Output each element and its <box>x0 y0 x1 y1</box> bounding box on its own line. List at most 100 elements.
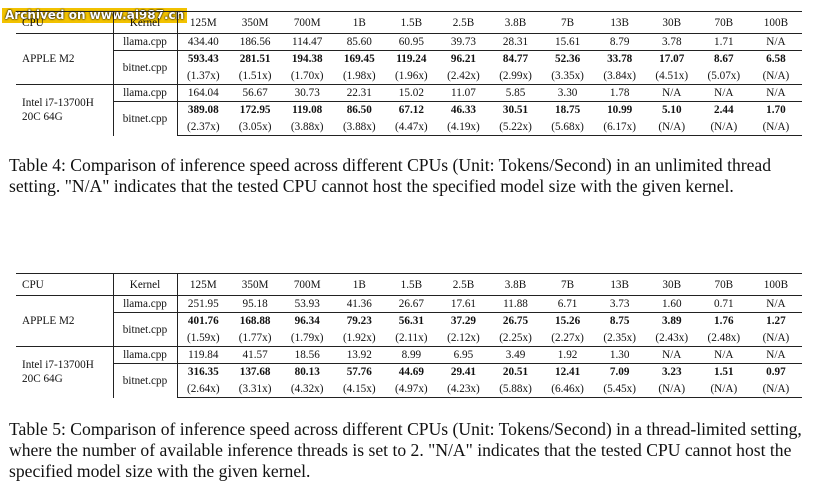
value-cell: (1.59x) <box>176 329 230 347</box>
table-row: (1.59x) (1.77x) (1.79x) (1.92x) (2.11x) (2.12… <box>16 329 802 347</box>
value-cell: N/A <box>749 346 802 364</box>
value-cell: (2.42x) <box>447 69 480 82</box>
col-header: 1B <box>333 11 386 34</box>
value-cell: (2.12x) <box>447 331 480 344</box>
table-row: bitnet.cpp 316.35 137.68 80.13 57.76 44.69 29… <box>16 363 802 398</box>
kernel-label: llama.cpp <box>112 84 177 102</box>
table-4-header-row: CPU Kernel 125M 350M 700M 1B 1.5B 2.5B 3… <box>16 11 802 34</box>
value-cell: (1.70x) <box>290 69 324 82</box>
value-cell: 6.95 <box>437 346 490 364</box>
value-cell: 194.38 <box>281 50 334 68</box>
value-cell: (5.45x) <box>593 380 646 398</box>
kernel-label: llama.cpp <box>112 33 177 51</box>
value-cell: 20.51 <box>489 363 542 381</box>
value-cell: (1.96x) <box>395 69 428 82</box>
value-cell: 0.97 <box>749 363 802 381</box>
value-cell: 1.78 <box>593 84 646 102</box>
col-header: 100B <box>749 273 802 296</box>
value-cell: 434.40 <box>176 33 230 51</box>
value-cell: (3.31x) <box>229 380 282 398</box>
value-cell: 8.79 <box>609 36 630 48</box>
value-cell: (2.64x) <box>176 380 230 398</box>
value-cell: 164.04 <box>176 84 230 102</box>
value-cell: (5.07x) <box>707 69 741 82</box>
kernel-label: llama.cpp <box>112 295 177 313</box>
value-cell: (N/A) <box>697 118 750 136</box>
value-cell: 53.93 <box>294 298 320 310</box>
col-header: 700M <box>281 273 334 296</box>
value-cell: (N/A) <box>645 118 698 136</box>
col-header: 13B <box>593 273 646 296</box>
value-cell: 39.73 <box>450 36 477 48</box>
col-header: 1.5B <box>385 273 438 296</box>
table-row: bitnet.cpp 389.08 172.95 119.08 86.50 67.12 4… <box>16 101 802 136</box>
value-cell: 57.76 <box>333 363 386 381</box>
col-header: 2.5B <box>437 11 490 34</box>
value-cell: 96.21 <box>437 50 490 68</box>
value-cell: 0.71 <box>714 298 734 310</box>
value-cell: 1.92 <box>541 346 594 364</box>
value-cell: 1.70 <box>749 101 802 119</box>
value-cell: 96.34 <box>281 312 334 330</box>
value-cell: 114.47 <box>292 36 323 48</box>
value-cell: 3.78 <box>661 36 682 48</box>
col-header: 3.8B <box>489 11 542 34</box>
cpu-label-apple: APPLE M2 <box>22 315 75 327</box>
table-row: (1.37x) (1.51x) (1.70x) (1.98x) (1.96x) (2.42… <box>16 67 802 85</box>
value-cell: (4.19x) <box>437 118 490 136</box>
value-cell: 86.50 <box>333 101 386 119</box>
value-cell: 281.51 <box>229 50 282 68</box>
value-cell: 119.84 <box>176 346 230 364</box>
value-cell: 22.31 <box>333 84 386 102</box>
value-cell: N/A <box>645 346 698 364</box>
value-cell: 172.95 <box>229 101 282 119</box>
value-cell: 26.67 <box>398 298 424 310</box>
table-row: (2.64x) (3.31x) (4.32x) (4.15x) (4.97x) (4.23… <box>16 380 802 398</box>
value-cell: 10.99 <box>593 101 646 119</box>
value-cell: (4.15x) <box>333 380 386 398</box>
value-cell: 33.78 <box>593 50 646 68</box>
value-cell: N/A <box>766 36 786 48</box>
value-cell: 3.73 <box>609 298 630 310</box>
value-cell: (4.97x) <box>385 380 438 398</box>
value-cell: (N/A) <box>645 380 698 398</box>
value-cell: 15.02 <box>385 84 438 102</box>
col-header: 70B <box>697 273 750 296</box>
value-cell: (2.99x) <box>499 69 532 82</box>
value-cell: 67.12 <box>385 101 438 119</box>
table-4-header-kernel: Kernel <box>112 11 177 34</box>
value-cell: 11.07 <box>437 84 490 102</box>
value-cell: (N/A) <box>762 331 790 344</box>
col-header: 1.5B <box>385 11 438 34</box>
value-cell: 37.29 <box>437 312 490 330</box>
col-header: 2.5B <box>437 273 490 296</box>
value-cell: N/A <box>697 84 750 102</box>
value-cell: 316.35 <box>176 363 230 381</box>
value-cell: 41.57 <box>229 346 282 364</box>
value-cell: N/A <box>749 84 802 102</box>
table-4: CPU Kernel 125M 350M 700M 1B 1.5B 2.5B 3… <box>16 11 802 136</box>
value-cell: 5.85 <box>489 84 542 102</box>
value-cell: (4.47x) <box>385 118 438 136</box>
value-cell: (1.37x) <box>176 67 230 85</box>
kernel-label: bitnet.cpp <box>112 312 177 347</box>
value-cell: 95.18 <box>242 298 268 310</box>
table-5-header-row: CPU Kernel 125M 350M 700M 1B 1.5B 2.5B 3… <box>16 273 802 296</box>
value-cell: 41.36 <box>346 298 372 310</box>
value-cell: (N/A) <box>749 380 802 398</box>
value-cell: 593.43 <box>176 50 230 68</box>
value-cell: 60.95 <box>398 36 424 48</box>
col-header: 30B <box>645 11 698 34</box>
value-cell: (4.32x) <box>281 380 334 398</box>
value-cell: (N/A) <box>762 69 790 82</box>
value-cell: 186.56 <box>239 36 271 48</box>
value-cell: 56.67 <box>229 84 282 102</box>
cpu-label-apple: APPLE M2 <box>22 53 75 65</box>
value-cell: 401.76 <box>176 312 230 330</box>
value-cell: (5.68x) <box>541 118 594 136</box>
value-cell: 18.56 <box>281 346 334 364</box>
value-cell: (1.98x) <box>342 69 376 82</box>
value-cell: 11.88 <box>503 298 528 310</box>
value-cell: 8.67 <box>697 50 750 68</box>
value-cell: (6.46x) <box>541 380 594 398</box>
